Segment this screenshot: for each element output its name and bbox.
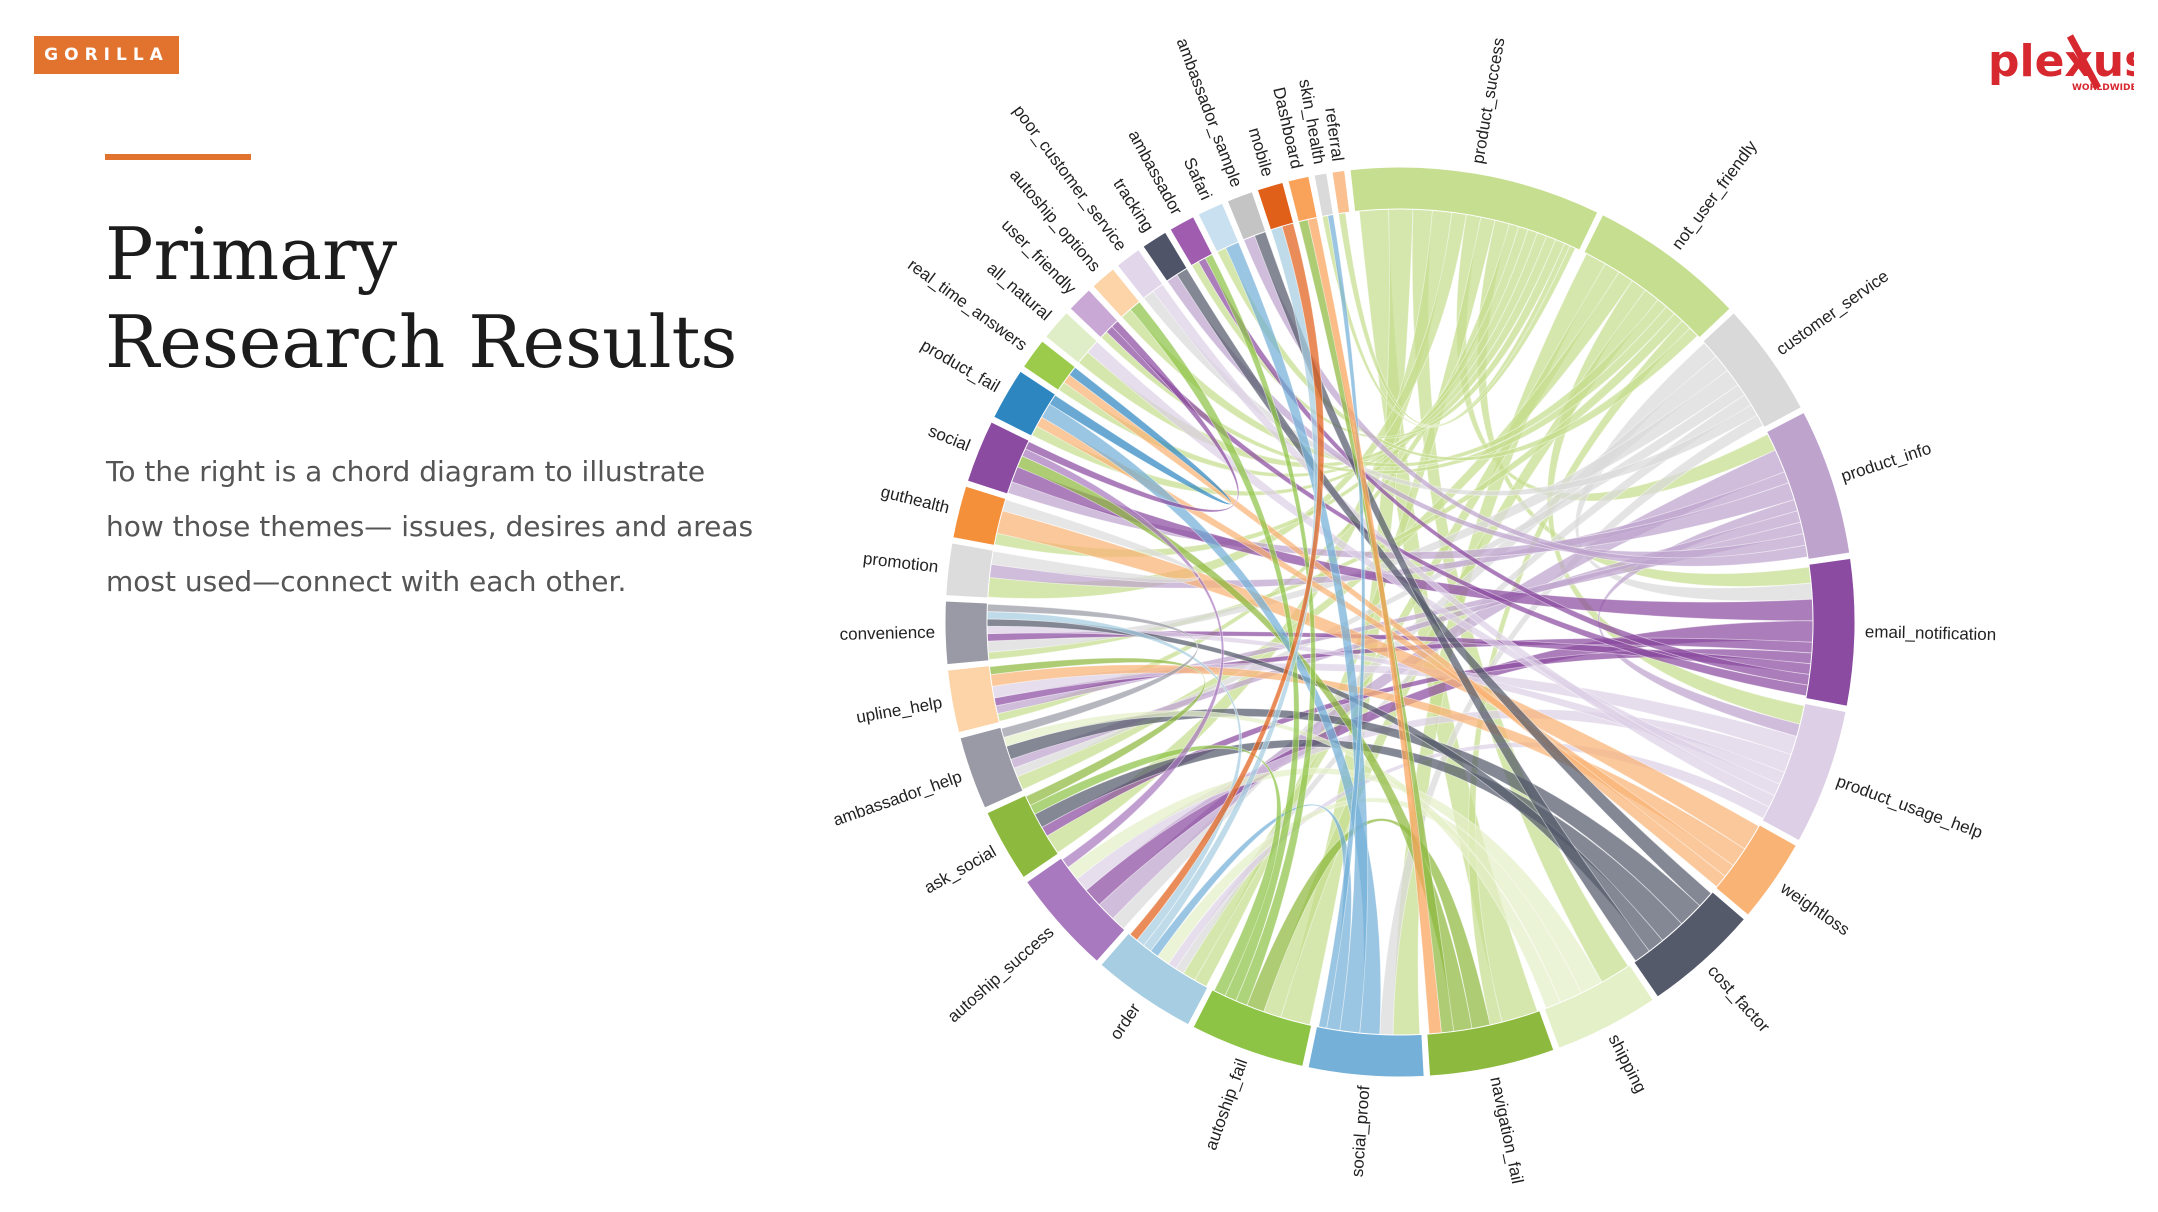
chord-group-label: ambassador_help [831, 767, 965, 830]
plexus-logo: plexus WORLDWIDE. [1988, 34, 2134, 93]
chord-group-label: product_info [1839, 439, 1934, 486]
chord-group-arc [1633, 891, 1746, 998]
chord-group-arc [1069, 289, 1119, 339]
chord-group-label: shipping [1605, 1031, 1651, 1096]
chord-group-label: navigation_fail [1486, 1075, 1527, 1185]
chord-group-arc [945, 542, 994, 599]
chord-group-label: product_fail [917, 336, 1003, 397]
brand-badge: GORILLA [34, 36, 179, 74]
chord-group-arc [1543, 964, 1654, 1049]
chord-group-arc [944, 600, 990, 666]
chord-group-label: promotion [862, 549, 939, 577]
chord-group-label: upline_help [855, 693, 944, 727]
chord-group-label: social_proof [1348, 1085, 1374, 1178]
chord-group-arc [986, 794, 1059, 879]
chord-group-arc [993, 370, 1057, 437]
chord-group-arc [1805, 557, 1856, 707]
chord-group-label: ask_social [921, 842, 999, 898]
chord-group-arc [1025, 857, 1126, 962]
svg-text:WORLDWIDE.: WORLDWIDE. [2072, 83, 2134, 93]
chord-ribbons [986, 208, 1814, 1036]
chord-group-arc [1142, 231, 1188, 282]
description: To the right is a chord diagram to illus… [106, 455, 754, 598]
svg-text:plexus: plexus [1988, 36, 2134, 87]
chord-group-arc [1583, 213, 1731, 339]
chord-group-label: weightloss [1776, 878, 1853, 939]
chord-group-arc [1715, 824, 1797, 916]
chord-group-label: convenience [839, 623, 935, 644]
page-title: Primary Research Results [105, 210, 737, 386]
chord-group-label: cost_factor [1704, 961, 1774, 1036]
chord-group-arc [1761, 702, 1847, 842]
chord-group-label: social [926, 421, 973, 455]
chord-group-arc [1192, 989, 1313, 1068]
chord-group-label: guthealth [879, 482, 951, 517]
chord-group-arc [1197, 202, 1240, 253]
chord-group-arc [1702, 312, 1802, 429]
chord-group-label: product_usage_help [1834, 772, 1985, 843]
chord-group-arc [1313, 172, 1334, 218]
chord-group-arc [1169, 215, 1214, 267]
chord-group-arc [946, 665, 1001, 734]
accent-rule [105, 154, 251, 160]
chord-group-arc [1349, 166, 1599, 251]
chord-group-arc [952, 485, 1007, 546]
chord-group-arc [959, 726, 1024, 809]
chord-group-label: autoship_fail [1201, 1056, 1251, 1152]
chord-group-label: real_time_answers [904, 255, 1030, 354]
chord-group-label: order [1106, 999, 1144, 1043]
chord-group-arc [1022, 340, 1076, 391]
chord-group-arc [1100, 932, 1209, 1026]
chord-group-arc [1092, 268, 1141, 318]
chord-group-arc [1307, 1025, 1425, 1078]
page-title-line-2: Research Results [105, 300, 738, 384]
chord-group-label: not_user_friendly [1668, 137, 1761, 254]
chord-group-label: autoship_success [944, 922, 1058, 1026]
chord-group-arc [1256, 181, 1295, 231]
chord-group-arc [1426, 1010, 1555, 1077]
page-title-line-1: Primary [105, 212, 398, 296]
chord-group-arc [1116, 248, 1164, 300]
chord-group-arc [1226, 191, 1267, 241]
chord-group-arc [1044, 311, 1098, 364]
chord-group-arcs [944, 166, 1856, 1078]
chord-group-label: Safari [1180, 155, 1216, 203]
chord-group-arc [1331, 169, 1351, 215]
chord-group-arc [966, 421, 1030, 495]
chord-group-label: product_success [1468, 36, 1508, 165]
chord-group-label: email_notification [1865, 622, 1997, 644]
chord-group-arc [1287, 175, 1318, 223]
chord-group-label: mobile [1245, 125, 1278, 178]
chord-group-arc [1765, 411, 1851, 560]
chord-group-label: customer_service [1773, 266, 1893, 359]
